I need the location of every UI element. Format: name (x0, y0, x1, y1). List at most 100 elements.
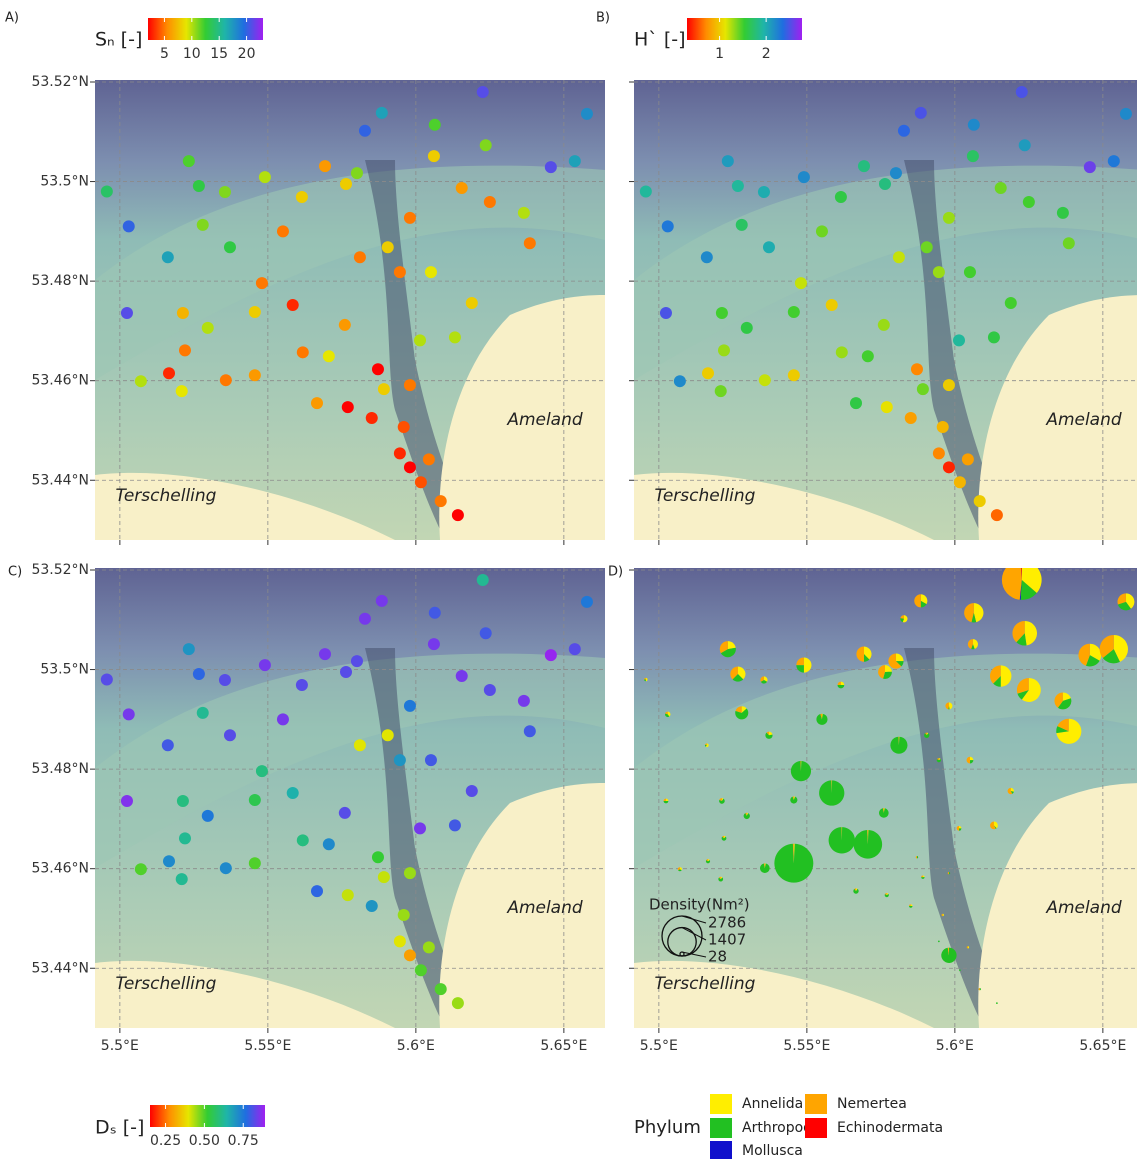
legend-label: Mollusca (742, 1143, 803, 1159)
site-point (943, 379, 955, 391)
site-point (404, 949, 416, 961)
size-legend-title: Density(Nm²) (649, 896, 750, 914)
y-tick-label: 53.52°N (31, 74, 89, 90)
site-point (933, 447, 945, 459)
legend-title: Phylum (634, 1117, 701, 1138)
site-point (477, 86, 489, 98)
site-point (340, 666, 352, 678)
site-point (404, 212, 416, 224)
site-point (449, 819, 461, 831)
site-point (569, 643, 581, 655)
site-point (177, 307, 189, 319)
site-point (826, 299, 838, 311)
colorbar-tick-label: 20 (238, 46, 256, 62)
site-point (1084, 161, 1096, 173)
site-point (1120, 108, 1132, 120)
site-point (256, 277, 268, 289)
legend-swatch (805, 1118, 827, 1138)
site-point (921, 241, 933, 253)
site-point (660, 307, 672, 319)
site-point (339, 807, 351, 819)
site-point (394, 447, 406, 459)
site-point (319, 648, 331, 660)
site-point (581, 108, 593, 120)
site-point (249, 857, 261, 869)
site-point (449, 331, 461, 343)
panel-label: B) (596, 11, 610, 26)
colorbar-title: H` [-] (634, 29, 686, 51)
site-point (995, 182, 1007, 194)
site-point (123, 220, 135, 232)
site-point (425, 754, 437, 766)
site-point (953, 334, 965, 346)
site-point (915, 107, 927, 119)
place-label: Terschelling (116, 974, 217, 994)
site-point (398, 909, 410, 921)
site-point (359, 613, 371, 625)
place-label: Terschelling (655, 486, 756, 506)
place-label: Ameland (1045, 898, 1122, 918)
site-point (763, 241, 775, 253)
site-point (121, 795, 133, 807)
site-point (193, 180, 205, 192)
panel-label: A) (5, 11, 19, 26)
place-label: Terschelling (655, 974, 756, 994)
site-point (862, 350, 874, 362)
site-point (423, 941, 435, 953)
y-tick-label: 53.5°N (40, 174, 89, 190)
site-point (193, 668, 205, 680)
site-point (376, 595, 388, 607)
site-point (428, 150, 440, 162)
place-label: Terschelling (116, 486, 217, 506)
colorbar-tick-label: 15 (210, 46, 228, 62)
legend-label: Echinodermata (837, 1120, 943, 1136)
site-point (518, 207, 530, 219)
site-point (943, 461, 955, 473)
site-point (1016, 86, 1028, 98)
site-point (456, 182, 468, 194)
site-point (259, 659, 271, 671)
site-point (277, 713, 289, 725)
site-point (220, 374, 232, 386)
site-point (311, 885, 323, 897)
site-point (297, 346, 309, 358)
site-point (435, 495, 447, 507)
colorbar (148, 18, 263, 40)
x-tick-label: 5.5°E (101, 1038, 139, 1054)
site-point (905, 412, 917, 424)
site-point (962, 453, 974, 465)
site-point (296, 191, 308, 203)
site-point (287, 787, 299, 799)
site-point (943, 212, 955, 224)
y-tick-label: 53.46°N (31, 373, 89, 389)
legend-swatch (710, 1094, 732, 1114)
site-point (101, 674, 113, 686)
site-point (429, 119, 441, 131)
site-point (366, 900, 378, 912)
x-tick-label: 5.55°E (783, 1038, 830, 1054)
site-point (202, 810, 214, 822)
colorbar (687, 18, 802, 40)
y-tick-label: 53.48°N (31, 761, 89, 777)
site-point (741, 322, 753, 334)
y-tick-label: 53.46°N (31, 861, 89, 877)
site-point (674, 375, 686, 387)
site-point (220, 862, 232, 874)
site-point (858, 160, 870, 172)
site-point (722, 155, 734, 167)
site-point (988, 331, 1000, 343)
size-legend-label: 28 (708, 948, 727, 966)
x-tick-label: 5.55°E (244, 1038, 291, 1054)
site-point (881, 401, 893, 413)
site-point (480, 139, 492, 151)
site-point (177, 795, 189, 807)
site-point (287, 299, 299, 311)
site-point (176, 873, 188, 885)
colorbar-tick-label: 2 (762, 46, 771, 62)
site-point (123, 708, 135, 720)
site-point (788, 306, 800, 318)
site-point (259, 171, 271, 183)
site-point (354, 251, 366, 263)
site-point (339, 319, 351, 331)
size-legend-label: 1407 (708, 931, 746, 949)
